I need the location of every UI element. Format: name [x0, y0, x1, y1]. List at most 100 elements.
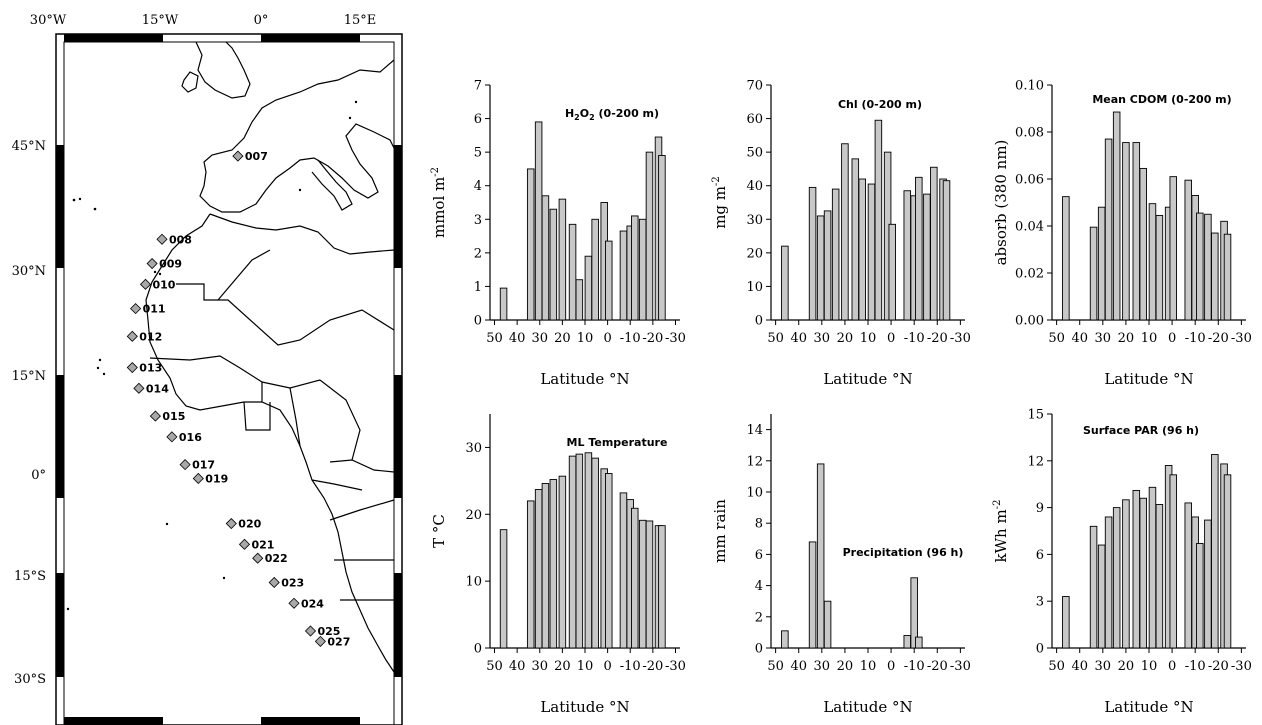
bar — [499, 287, 508, 321]
bar — [1204, 519, 1212, 649]
x-tick-label: -30 — [950, 659, 971, 674]
station-label: 010 — [153, 278, 176, 291]
x-tick-label: -10 — [620, 331, 641, 346]
bar — [1122, 142, 1130, 321]
y-tick-label: 50 — [746, 146, 763, 161]
x-tick-label: 0 — [1168, 659, 1176, 674]
bar — [1184, 502, 1193, 649]
x-tick-label: 0 — [603, 659, 611, 674]
y-tick-label: 0 — [1036, 642, 1044, 657]
y-tick-label: 20 — [465, 508, 482, 523]
y-axis-label-text: mg m — [711, 186, 729, 229]
x-tick-label: -30 — [1231, 331, 1252, 346]
y-tick-label: 5 — [474, 146, 482, 161]
bar — [923, 193, 931, 321]
chart-title: ML Temperature — [567, 436, 668, 449]
y-tick-label: 6 — [1036, 548, 1044, 563]
map-border-bar — [394, 145, 402, 268]
station-marker — [268, 576, 280, 589]
map-border-bar — [64, 717, 163, 725]
x-tick-label: 20 — [837, 331, 854, 346]
x-tick-label: 40 — [509, 331, 526, 346]
bar — [1223, 233, 1232, 321]
bar — [1112, 507, 1121, 649]
y-tick-label: 12 — [1027, 454, 1044, 469]
x-tick-label: 0 — [887, 331, 895, 346]
chart-panel: 0 3 6 9 12 15 50 40 30 20 10 0 -10 -20 -30 Latitude °N k… — [992, 408, 1252, 717]
x-tick-label: 50 — [486, 331, 503, 346]
bar — [605, 240, 613, 321]
bar — [1211, 232, 1219, 321]
y-axis-label-superscript: -2 — [992, 500, 1003, 510]
chart-panel: 0.00 0.02 0.04 0.06 0.08 0.10 50 40 30 20 10 0 -10 -2… — [992, 79, 1252, 389]
y-axis-label: T °C — [430, 514, 448, 548]
lon-label: 30°W — [30, 13, 67, 28]
x-axis-label: Latitude °N — [823, 698, 912, 716]
bar — [1089, 525, 1098, 649]
bar — [591, 218, 599, 321]
x-tick-label: 30 — [531, 659, 548, 674]
bar — [1104, 138, 1113, 321]
bar — [568, 223, 577, 321]
y-tick-label: 0.04 — [1015, 220, 1044, 235]
bar — [1184, 179, 1193, 321]
bar — [1139, 497, 1147, 649]
y-axis-label: mmol m-2 — [430, 167, 448, 238]
y-axis-label: absorb (380 nm) — [992, 140, 1010, 266]
bar — [658, 155, 666, 321]
y-tick-label: 3 — [1036, 595, 1044, 610]
x-tick-label: -30 — [665, 331, 686, 346]
lon-label: 0° — [254, 13, 269, 28]
x-axis-label: Latitude °N — [1104, 370, 1193, 388]
bar — [549, 208, 558, 321]
x-tick-label: 50 — [486, 659, 503, 674]
bar — [823, 210, 832, 321]
bar — [1062, 596, 1070, 649]
y-tick-label: 0 — [755, 642, 763, 657]
y-tick-label: 0.02 — [1015, 267, 1044, 282]
y-axis-label-text: T °C — [430, 514, 448, 548]
station-marker — [126, 330, 138, 342]
x-tick-label: 20 — [837, 659, 854, 674]
y-tick-label: 40 — [746, 179, 763, 194]
x-tick-label: 20 — [1118, 331, 1135, 346]
x-tick-label: 0 — [887, 659, 895, 674]
bar — [816, 463, 825, 649]
bar — [930, 166, 938, 321]
y-tick-label: 15 — [1027, 408, 1044, 423]
station-label: 011 — [143, 303, 166, 316]
x-tick-label: -20 — [1208, 659, 1229, 674]
bar — [1169, 474, 1177, 649]
x-tick-label: -20 — [642, 659, 663, 674]
chart-panel: 0 10 20 30 40 50 60 70 50 40 30 20 10 0 -10 -20 -30 Latit… — [711, 79, 971, 389]
bar — [541, 483, 550, 649]
bar — [1132, 142, 1141, 321]
y-axis-label-text: kWh m — [992, 509, 1010, 562]
y-tick-label: 6 — [474, 112, 482, 127]
y-axis-label-text: absorb (380 nm) — [992, 140, 1010, 266]
bar — [1112, 111, 1121, 321]
x-tick-label: 50 — [1048, 331, 1065, 346]
bar — [1211, 454, 1219, 649]
title-part: ML Temperature — [567, 436, 668, 449]
bar — [823, 600, 832, 649]
chart-title: H2O2 (0-200 m) — [565, 107, 659, 122]
bar — [1169, 176, 1177, 321]
map-border-bar — [56, 573, 64, 677]
station-label: 027 — [327, 635, 350, 648]
islands — [66, 100, 358, 611]
x-tick-label: -20 — [927, 659, 948, 674]
bar — [867, 183, 876, 321]
y-tick-label: 30 — [746, 213, 763, 228]
lat-label: 0° — [31, 468, 46, 483]
y-axis-label: kWh m-2 — [992, 500, 1010, 563]
chart-title: Surface PAR (96 h) — [1083, 424, 1199, 437]
station-label: 008 — [169, 233, 192, 246]
x-tick-label: 20 — [554, 331, 571, 346]
lat-label: 30°N — [12, 264, 46, 279]
title-subscript: 2 — [574, 113, 580, 122]
x-tick-label: 40 — [1071, 331, 1088, 346]
x-tick-label: 30 — [1095, 331, 1112, 346]
bar — [1139, 167, 1147, 321]
